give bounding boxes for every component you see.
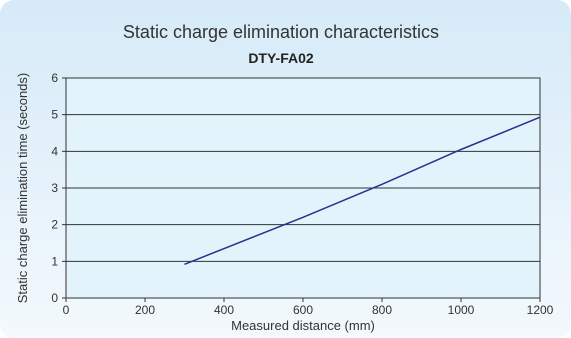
x-tick-label: 200 <box>135 303 155 317</box>
x-tick-label: 1000 <box>448 303 475 317</box>
x-tick-label: 1200 <box>527 303 554 317</box>
y-tick-label: 6 <box>51 71 58 85</box>
y-axis-label: Static charge elimination time (seconds) <box>15 73 30 304</box>
y-tick-label: 0 <box>51 291 58 305</box>
series-line <box>184 116 541 265</box>
y-tick-label: 3 <box>51 181 58 195</box>
grid-lines <box>66 114 540 262</box>
x-tick-label: 0 <box>63 303 70 317</box>
series-layer <box>184 116 541 265</box>
y-tick-label: 2 <box>51 218 58 232</box>
y-tick-label: 4 <box>51 144 58 158</box>
x-tick-label: 600 <box>293 303 313 317</box>
x-tick-label: 800 <box>372 303 392 317</box>
y-tick-label: 1 <box>51 254 58 268</box>
x-axis-label: Measured distance (mm) <box>231 318 375 333</box>
chart-title: Static charge elimination characteristic… <box>123 22 439 42</box>
x-axis-ticks: 0 200 400 600 800 1000 1200 <box>63 298 554 317</box>
x-tick-label: 400 <box>214 303 234 317</box>
y-axis-ticks: 0 1 2 3 4 5 6 <box>51 71 66 305</box>
y-tick-label: 5 <box>51 108 58 122</box>
chart-subtitle: DTY-FA02 <box>248 50 314 66</box>
